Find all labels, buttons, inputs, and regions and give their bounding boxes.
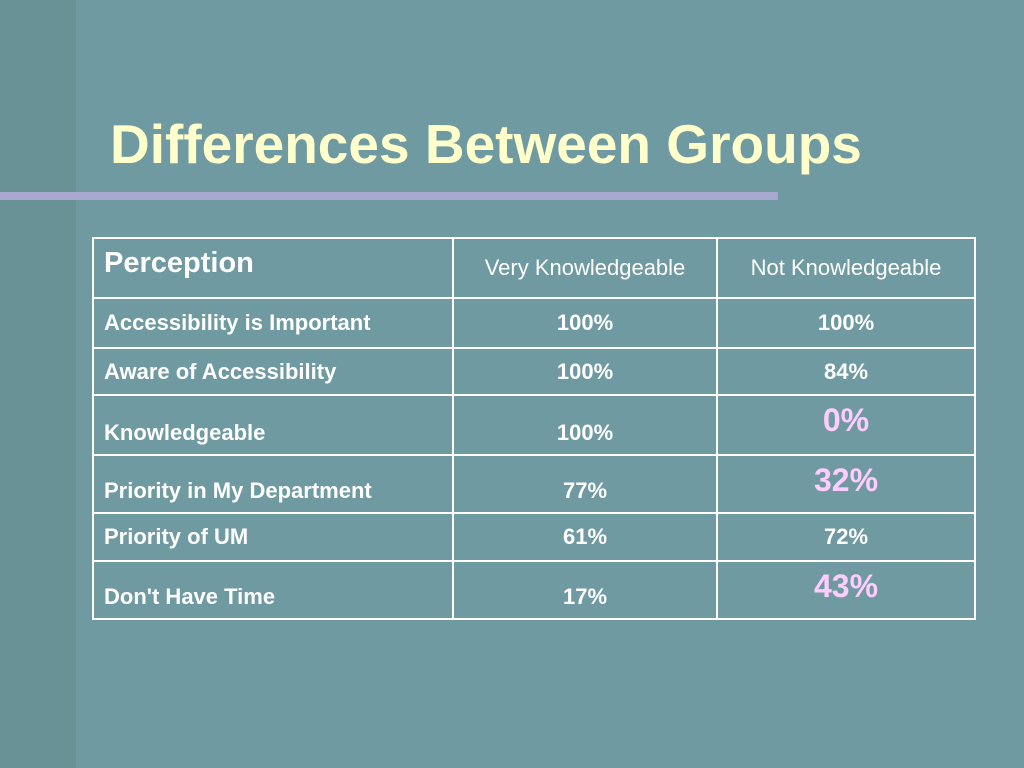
row-label: Accessibility is Important — [92, 297, 454, 349]
cell-not-knowledgeable: 100% — [716, 297, 976, 349]
cell-not-knowledgeable: 43% — [716, 560, 976, 620]
row-label: Don't Have Time — [92, 560, 454, 620]
cell-very-knowledgeable: 100% — [452, 347, 718, 396]
row-label: Aware of Accessibility — [92, 347, 454, 396]
table-header-row: Perception Very Knowledgeable Not Knowle… — [92, 237, 976, 299]
table-row: Priority of UM 61% 72% — [92, 512, 976, 562]
row-label: Priority of UM — [92, 512, 454, 562]
cell-not-knowledgeable: 0% — [716, 394, 976, 456]
cell-very-knowledgeable: 100% — [452, 297, 718, 349]
header-not-knowledgeable: Not Knowledgeable — [716, 237, 976, 299]
slide-title: Differences Between Groups — [110, 113, 862, 175]
cell-very-knowledgeable: 61% — [452, 512, 718, 562]
table-row: Knowledgeable 100% 0% — [92, 394, 976, 456]
header-very-knowledgeable: Very Knowledgeable — [452, 237, 718, 299]
title-underline — [0, 192, 778, 200]
row-label: Priority in My Department — [92, 454, 454, 514]
cell-not-knowledgeable: 72% — [716, 512, 976, 562]
row-label: Knowledgeable — [92, 394, 454, 456]
cell-not-knowledgeable: 32% — [716, 454, 976, 514]
cell-very-knowledgeable: 77% — [452, 454, 718, 514]
table-row: Don't Have Time 17% 43% — [92, 560, 976, 620]
table-row: Accessibility is Important 100% 100% — [92, 297, 976, 349]
cell-very-knowledgeable: 17% — [452, 560, 718, 620]
table-row: Aware of Accessibility 100% 84% — [92, 347, 976, 396]
comparison-table: Perception Very Knowledgeable Not Knowle… — [92, 237, 976, 620]
header-perception: Perception — [92, 237, 454, 299]
cell-very-knowledgeable: 100% — [452, 394, 718, 456]
cell-not-knowledgeable: 84% — [716, 347, 976, 396]
side-band — [0, 0, 76, 768]
table-row: Priority in My Department 77% 32% — [92, 454, 976, 514]
